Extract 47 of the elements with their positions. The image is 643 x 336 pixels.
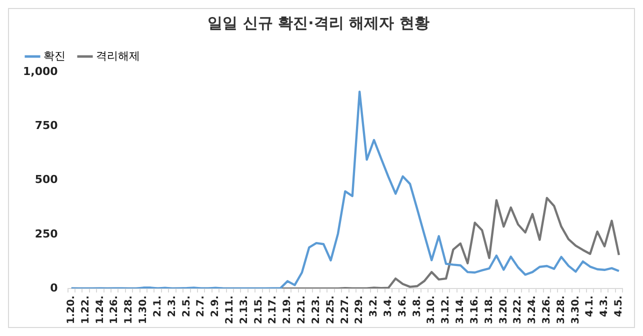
- x-tick-label: 3.12.: [440, 296, 452, 324]
- x-tick-label: 3.8.: [412, 296, 423, 318]
- x-tick-label: 2.3.: [166, 296, 178, 318]
- x-tick-label: 2.5.: [181, 296, 192, 318]
- x-tick-label: 3.14.: [455, 296, 466, 324]
- x-tick-label: 3.20.: [498, 296, 510, 324]
- x-tick-label: 1.28.: [124, 296, 135, 324]
- x-tick-label: 3.22.: [512, 296, 524, 324]
- x-tick-label: 1.22.: [80, 296, 92, 324]
- x-tick-label: 2.27.: [340, 296, 351, 324]
- x-tick-label: 2.25.: [325, 296, 336, 324]
- legend-label: 확진: [44, 49, 66, 62]
- y-tick-label: 500: [34, 173, 58, 186]
- x-tick-label: 1.30.: [138, 296, 150, 324]
- x-tick-label: 2.17.: [268, 296, 279, 324]
- y-tick-label: 750: [34, 118, 58, 132]
- x-tick-label: 2.23.: [310, 296, 322, 324]
- y-tick-label: 1,000: [22, 64, 58, 78]
- x-tick-label: 1.26.: [109, 296, 120, 324]
- x-tick-label: 2.29.: [354, 296, 366, 324]
- x-tick-label: 3.30.: [570, 296, 582, 324]
- chart-title: 일일 신규 확진·격리 해제자 현황: [208, 14, 430, 32]
- x-tick-label: 3.10.: [426, 296, 438, 324]
- x-tick-label: 1.20.: [66, 296, 77, 324]
- x-tick-label: 3.6.: [397, 296, 408, 318]
- legend-label: 격리해제: [96, 49, 140, 62]
- x-tick-label: 3.24.: [527, 296, 538, 324]
- x-tick-label: 4.5.: [614, 296, 625, 318]
- x-tick-label: 3.4.: [382, 296, 394, 318]
- x-tick-label: 3.18.: [484, 296, 495, 324]
- x-tick-label: 3.2.: [368, 296, 380, 318]
- x-tick-label: 2.7.: [196, 296, 207, 318]
- x-tick-label: 4.1.: [584, 296, 596, 318]
- x-tick-label: 2.19.: [282, 296, 294, 324]
- y-tick-label: 0: [50, 281, 58, 294]
- x-tick-label: 3.26.: [541, 296, 552, 324]
- x-tick-label: 2.1.: [152, 296, 164, 318]
- x-tick-label: 1.24.: [94, 296, 106, 324]
- x-tick-label: 4.3.: [599, 296, 610, 318]
- x-tick-label: 2.21.: [296, 296, 308, 324]
- x-tick-label: 2.15.: [253, 296, 264, 324]
- x-tick-label: 2.11.: [224, 296, 236, 324]
- x-tick-label: 2.13.: [238, 296, 250, 324]
- y-tick-label: 250: [34, 227, 58, 240]
- x-tick-label: 3.16.: [469, 296, 480, 324]
- x-tick-label: 3.28.: [556, 296, 567, 324]
- x-tick-label: 2.9.: [210, 296, 222, 318]
